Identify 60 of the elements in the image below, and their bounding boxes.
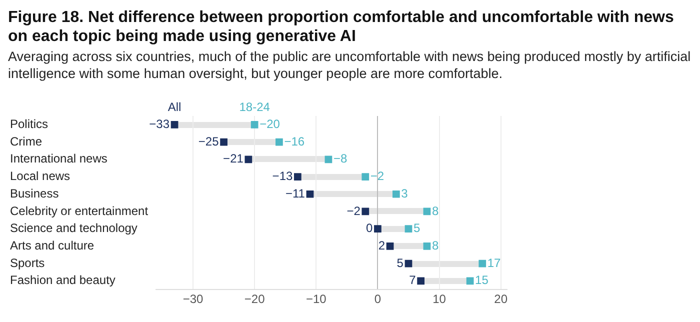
point: [404, 225, 412, 233]
chart-title: Figure 18. Net difference between proportion comfortable and uncomfortable with news on each topic being made using generative AI: [8, 8, 675, 46]
series-label: 18-24: [239, 100, 270, 114]
point: [423, 208, 431, 216]
data-label: −21: [223, 152, 244, 166]
point: [362, 208, 370, 216]
x-tick-label: −30: [182, 292, 204, 306]
data-label: 5: [413, 221, 420, 236]
point: [294, 173, 302, 180]
chart-subtitle: Averaging across six countries, much of the public are uncomfortable with news being produced mostly by artificial intelligence with some human oversight, but younger people are more comfortable.: [8, 48, 692, 82]
data-label: 15: [475, 273, 489, 288]
y-tick-label: Politics: [10, 116, 48, 131]
point: [386, 242, 394, 250]
x-tick-label: 20: [494, 292, 508, 306]
data-label: 17: [487, 256, 502, 270]
point: [170, 121, 178, 128]
data-label: 7: [409, 273, 416, 288]
y-tick-label: Business: [10, 186, 59, 200]
y-tick-label: Crime: [10, 134, 42, 148]
data-label: −33: [149, 116, 170, 131]
data-label: −2: [346, 204, 361, 218]
data-label: 2: [378, 238, 386, 253]
x-tick-label: −10: [306, 292, 327, 306]
point: [250, 121, 258, 128]
point: [324, 156, 332, 164]
y-tick-label: International news: [10, 152, 108, 166]
point: [276, 138, 283, 146]
x-tick-label: −20: [244, 292, 266, 306]
x-tick-label: 0: [374, 292, 382, 306]
point: [220, 138, 228, 146]
y-tick-label: Sports: [10, 256, 45, 270]
y-tick-label: Celebrity or entertainment: [10, 204, 149, 218]
data-label: −16: [284, 134, 305, 148]
x-tick-label: 10: [432, 292, 446, 306]
series-label: All: [168, 100, 182, 114]
data-label: −25: [198, 134, 220, 148]
data-label: 5: [396, 256, 404, 270]
point: [423, 242, 431, 250]
data-label: −8: [333, 152, 348, 166]
data-label: 0: [366, 221, 374, 236]
y-tick-label: Local news: [10, 169, 70, 184]
point: [362, 173, 370, 180]
point: [404, 260, 412, 268]
point: [374, 225, 382, 233]
point: [392, 190, 400, 198]
data-label: 8: [432, 204, 439, 218]
y-tick-label: Science and technology: [10, 221, 138, 236]
point: [417, 277, 424, 285]
y-tick-label: Fashion and beauty: [10, 273, 116, 288]
point: [478, 260, 486, 268]
data-label: −11: [286, 186, 306, 200]
data-label: −20: [260, 116, 280, 131]
data-label: −13: [272, 169, 293, 184]
point: [306, 190, 314, 198]
data-label: 3: [401, 186, 408, 200]
point: [244, 156, 252, 164]
data-label: 8: [432, 238, 439, 253]
point: [466, 277, 474, 285]
data-label: −2: [370, 169, 384, 184]
y-tick-label: Arts and culture: [10, 238, 94, 253]
